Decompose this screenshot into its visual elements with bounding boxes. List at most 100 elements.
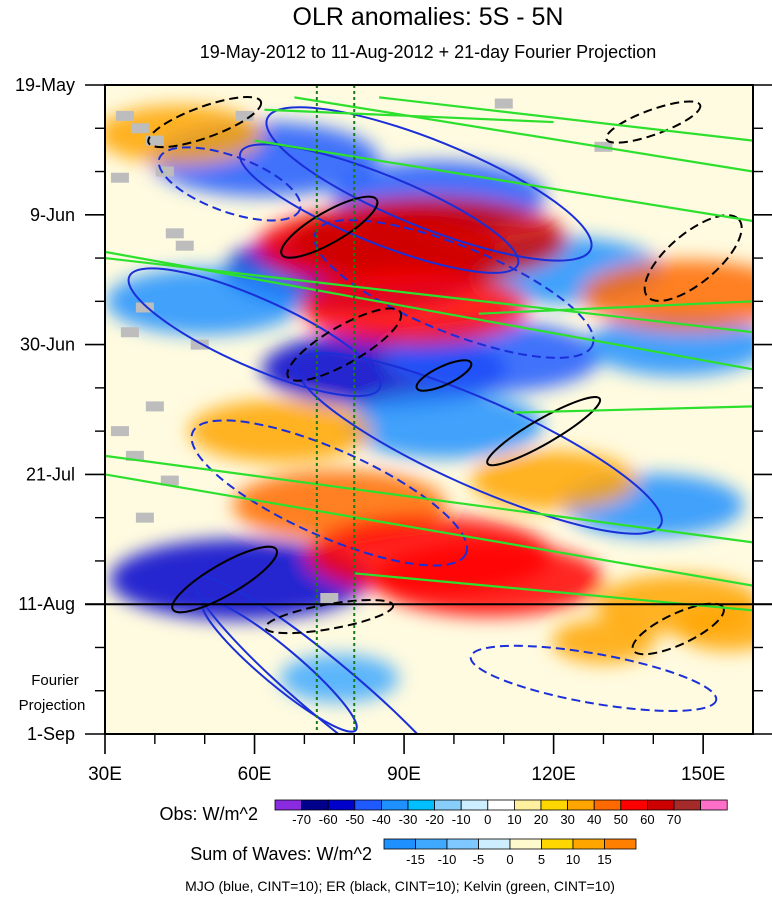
waves-colorbar-level-label: -10 <box>438 852 457 867</box>
obs-colorbar-level-label: 10 <box>507 812 521 827</box>
obs-colorbar-swatch <box>620 799 648 811</box>
mjo-contour <box>127 267 382 398</box>
obs-colorbar-swatch <box>327 799 356 811</box>
obs-colorbar-swatch <box>514 799 542 811</box>
missing-data-layer <box>110 98 613 604</box>
missing-data-cell <box>165 228 184 239</box>
waves-colorbar-swatch <box>541 838 574 850</box>
projection-anomaly-blob <box>676 606 753 652</box>
obs-colorbar-swatch <box>593 799 622 811</box>
chart-title: OLR anomalies: 5S - 5N <box>293 3 564 31</box>
waves-colorbar-level-label: 10 <box>566 852 580 867</box>
missing-data-cell <box>125 450 144 461</box>
plot-frame <box>104 84 754 735</box>
missing-data-cell <box>235 110 254 121</box>
positive-anomaly-blob <box>291 196 567 283</box>
obs-colorbar-level-label: -50 <box>345 812 364 827</box>
x-tick-label: 90E <box>387 764 421 785</box>
kelvin-contour <box>105 473 753 587</box>
waves-colorbar: -15 -10 -5 0 5 10 15 <box>383 838 637 867</box>
obs-colorbar-swatch <box>700 799 728 811</box>
missing-data-cell <box>135 512 154 523</box>
obs-colorbar-level-label: -70 <box>292 812 311 827</box>
positive-anomaly-blob <box>581 259 753 331</box>
y-tick-label: 11-Aug <box>18 594 75 614</box>
obs-colorbar-swatch <box>647 799 675 811</box>
missing-data-cell <box>160 475 179 486</box>
missing-data-cell <box>190 339 209 350</box>
negative-anomaly-blob <box>105 267 304 335</box>
waves-colorbar-level-label: -5 <box>473 852 485 867</box>
missing-data-cell <box>320 593 339 604</box>
er-contour <box>415 359 473 392</box>
mjo-contour <box>190 419 469 567</box>
y-tick-label: 19-May <box>15 75 75 95</box>
kelvin-contour <box>513 405 753 414</box>
reference-lines-layer <box>315 85 356 734</box>
kelvin-contour <box>478 300 753 315</box>
fourier-label-line2: Projection <box>19 697 86 714</box>
fourier-label-line1: Fourier <box>31 672 79 689</box>
mjo-contour <box>238 143 520 274</box>
missing-data-cell <box>155 166 174 177</box>
y-tick-label: 9-Jun <box>30 205 75 225</box>
mjo-contour <box>469 644 718 712</box>
obs-colorbar-level-label: -10 <box>452 812 471 827</box>
waves-colorbar-level-label: 5 <box>538 852 545 867</box>
obs-colorbar-swatch <box>354 799 382 811</box>
er-contour <box>286 307 403 382</box>
kelvin-contour <box>254 139 753 223</box>
kelvin-contour <box>264 108 554 124</box>
er-contour <box>147 95 263 149</box>
obs-colorbar-level-label: 30 <box>560 812 574 827</box>
missing-data-cell <box>135 302 154 313</box>
missing-data-cell <box>110 426 129 437</box>
positive-anomaly-blob <box>470 450 637 511</box>
projection-anomaly-blob <box>551 619 656 664</box>
positive-anomaly-blob <box>188 399 371 463</box>
obs-colorbar-swatch <box>487 799 515 811</box>
x-tick-label: 30E <box>88 764 122 785</box>
x-tick-label: 150E <box>681 764 725 785</box>
footer-legend: MJO (blue, CINT=10); ER (black, CINT=10)… <box>185 878 615 894</box>
waves-colorbar-swatch <box>415 838 448 850</box>
chart-subtitle: 19-May-2012 to 11-Aug-2012 + 21-day Four… <box>200 42 656 62</box>
mjo-contour <box>265 106 593 262</box>
er-contour <box>605 100 702 144</box>
missing-data-cell <box>145 135 164 146</box>
waves-colorbar-level-label: 15 <box>597 852 611 867</box>
x-tick-label: 120E <box>531 764 575 785</box>
waves-colorbar-swatch <box>572 838 605 850</box>
negative-anomaly-blob <box>345 391 543 459</box>
obs-colorbar-swatch <box>407 799 436 811</box>
waves-colorbar-level-label: 0 <box>506 852 513 867</box>
missing-data-cell <box>110 172 129 183</box>
y-tick-label: 21-Jul <box>26 464 75 484</box>
mjo-contour <box>201 599 358 733</box>
obs-colorbar-swatch <box>434 799 462 811</box>
waves-colorbar-swatch <box>509 838 542 850</box>
obs-colorbar-level-label: 20 <box>534 812 548 827</box>
x-tick-label: 60E <box>238 764 272 785</box>
er-contour <box>280 195 379 259</box>
obs-colorbar-swatch <box>380 799 409 811</box>
kelvin-contour <box>105 250 753 371</box>
waves-colorbar-level-label: -15 <box>406 852 425 867</box>
obs-colorbar-level-label: -20 <box>425 812 444 827</box>
positive-anomaly-blob <box>374 542 604 617</box>
obs-colorbar-label: Obs: W/m^2 <box>160 804 258 824</box>
obs-colorbar-level-label: 0 <box>484 812 491 827</box>
positive-anomaly-blob <box>105 104 263 165</box>
obs-colorbar-level-label: 60 <box>640 812 654 827</box>
waves-colorbar-swatch <box>604 838 637 850</box>
plot-area <box>105 85 753 734</box>
missing-data-cell <box>145 401 164 412</box>
missing-data-cell <box>115 110 134 121</box>
obs-colorbar: -70 -60 -50 -40 -30 -20 -10 0 10 20 30 40 50 60 70 <box>274 799 728 827</box>
obs-colorbar-swatch <box>301 799 329 811</box>
mjo-contour <box>294 352 663 535</box>
obs-colorbar-level-label: 50 <box>614 812 628 827</box>
kelvin-contour <box>379 96 753 142</box>
obs-colorbar-swatch <box>567 799 595 811</box>
